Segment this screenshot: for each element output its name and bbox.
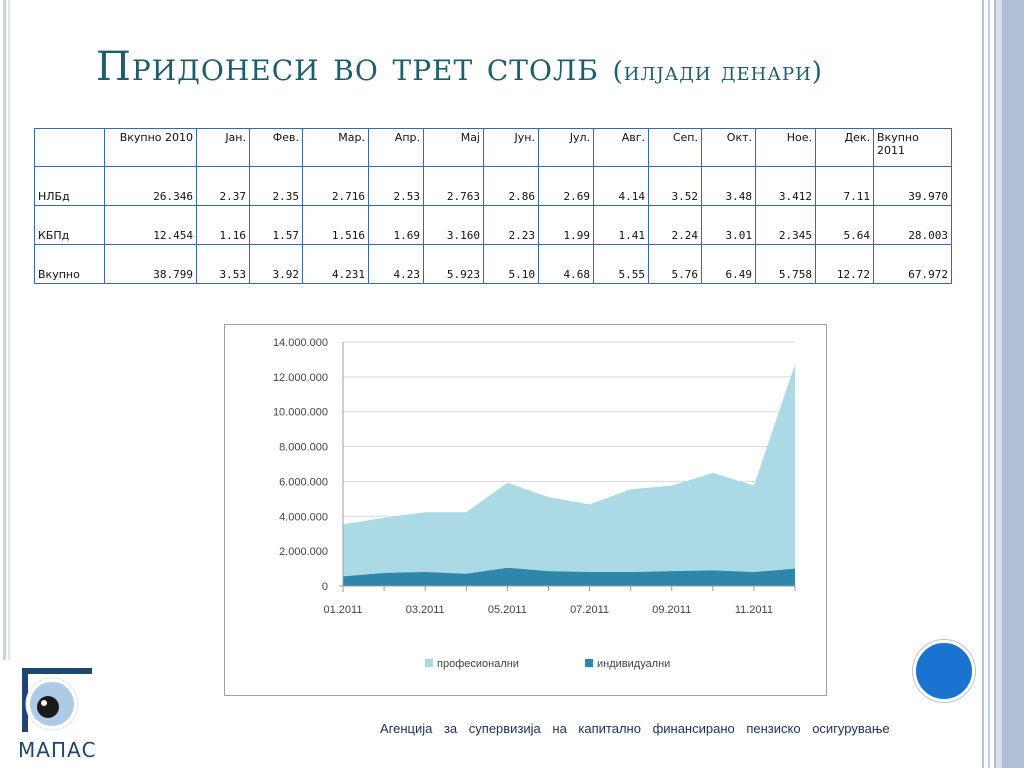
title-main: Придонеси во трет столб (96, 44, 599, 90)
table-cell: 2.23 (483, 205, 539, 245)
table-cell: 1.41 (593, 205, 649, 245)
header-cell: Сеп. (648, 128, 702, 167)
area-series-професионални (343, 364, 795, 577)
table-cell: 2.35 (249, 166, 303, 206)
table-cell: 28.003 (873, 205, 952, 245)
table-cell: 67.972 (873, 244, 952, 284)
slide-title: Придонеси во трет столб (илјади денари) (96, 44, 956, 90)
table-cell: 38.799 (104, 244, 197, 284)
table-cell: 2.69 (538, 166, 594, 206)
table-row: Вкупно 38.799 3.53 3.92 4.231 4.23 5.923… (34, 244, 952, 284)
left-decorative-bar (0, 0, 12, 660)
table-cell: 5.64 (815, 205, 874, 245)
table-cell: 4.14 (593, 166, 649, 206)
table-cell: 6.49 (701, 244, 756, 284)
table-cell: 5.10 (483, 244, 539, 284)
x-tick-label: 09.2011 (652, 604, 691, 616)
table-cell: 39.970 (873, 166, 952, 206)
header-cell: Авг. (593, 128, 649, 167)
contributions-table: Вкупно 2010 Јан. Фев. Мар. Апр. Мај Јун.… (34, 128, 952, 284)
table-cell: 1.69 (368, 205, 424, 245)
table-cell: 2.716 (302, 166, 369, 206)
table-cell: 5.76 (648, 244, 702, 284)
table-cell: 2.24 (648, 205, 702, 245)
table-cell: 1.99 (538, 205, 594, 245)
table-cell: 5.758 (755, 244, 816, 284)
footer-agency-name: Агенција за супервизија на капитално фин… (380, 721, 890, 736)
table-header-row: Вкупно 2010 Јан. Фев. Мар. Апр. Мај Јун.… (34, 128, 952, 167)
y-tick-label: 8.000.000 (279, 442, 328, 454)
table-cell: 2.37 (196, 166, 250, 206)
table-cell: 12.72 (815, 244, 874, 284)
table-cell: 12.454 (104, 205, 197, 245)
header-cell: Апр. (368, 128, 424, 167)
mapas-logo-icon (18, 664, 96, 736)
table-cell: 1.516 (302, 205, 369, 245)
area-chart: 0 2.000.000 4.000.000 6.000.000 8.000.000 10.… (224, 324, 827, 696)
table-row: НЛБд 26.346 2.37 2.35 2.716 2.53 2.763 2… (34, 166, 952, 206)
header-cell: Јан. (196, 128, 250, 167)
legend-label: индивидуални (597, 658, 670, 670)
header-cell: Јул. (538, 128, 594, 167)
header-cell: Вкупно 2010 (104, 128, 197, 167)
table-cell: 1.16 (196, 205, 250, 245)
table-cell: 1.57 (249, 205, 303, 245)
table-cell: 3.412 (755, 166, 816, 206)
table-cell: 2.86 (483, 166, 539, 206)
row-label: Вкупно (34, 244, 105, 284)
table-cell: 2.763 (423, 166, 484, 206)
header-cell: Мај (423, 128, 484, 167)
y-tick-label: 0 (322, 581, 328, 593)
table-cell: 26.346 (104, 166, 197, 206)
table-cell: 3.160 (423, 205, 484, 245)
legend-label: професионални (437, 658, 519, 670)
y-tick-label: 12.000.000 (273, 372, 328, 384)
y-tick-label: 4.000.000 (279, 511, 328, 523)
table-cell: 4.68 (538, 244, 594, 284)
table-cell: 3.52 (648, 166, 702, 206)
table-row: КБПд 12.454 1.16 1.57 1.516 1.69 3.160 2… (34, 205, 952, 245)
chart-svg: 0 2.000.000 4.000.000 6.000.000 8.000.000 10.… (273, 337, 796, 670)
table-cell: 4.23 (368, 244, 424, 284)
y-tick-label: 14.000.000 (273, 337, 328, 349)
x-tick-label: 05.2011 (488, 604, 527, 616)
header-cell: Окт. (701, 128, 756, 167)
table-cell: 3.48 (701, 166, 756, 206)
row-label: НЛБд (34, 166, 105, 206)
legend-swatch (585, 659, 593, 667)
table-cell: 2.345 (755, 205, 816, 245)
x-tick-label: 11.2011 (735, 604, 773, 616)
table-cell: 5.55 (593, 244, 649, 284)
table-cell: 3.01 (701, 205, 756, 245)
header-cell: Вкупно 2011 (873, 128, 952, 167)
right-decorative-bar (978, 0, 1024, 768)
header-cell: Мар. (302, 128, 369, 167)
area-series-индивидуални (343, 567, 795, 586)
header-cell: Фев. (249, 128, 303, 167)
table-cell: 5.923 (423, 244, 484, 284)
row-label: КБПд (34, 205, 105, 245)
table-cell: 2.53 (368, 166, 424, 206)
logo-text: МАПАС (18, 738, 97, 762)
header-cell: Јун. (483, 128, 539, 167)
table-cell: 3.53 (196, 244, 250, 284)
decorative-circle (913, 640, 975, 702)
header-cell: Дек. (815, 128, 874, 167)
title-subtitle: (илјади денари) (612, 57, 823, 87)
header-cell (34, 128, 105, 167)
table-cell: 3.92 (249, 244, 303, 284)
y-tick-label: 2.000.000 (279, 546, 328, 558)
x-tick-label: 07.2011 (570, 604, 609, 616)
header-cell: Ное. (755, 128, 816, 167)
table-cell: 7.11 (815, 166, 874, 206)
table-cell: 4.231 (302, 244, 369, 284)
legend-swatch (425, 659, 433, 667)
y-tick-label: 6.000.000 (279, 476, 328, 488)
x-tick-label: 03.2011 (406, 604, 445, 616)
x-tick-label: 01.2011 (324, 604, 363, 616)
y-tick-label: 10.000.000 (273, 407, 328, 419)
